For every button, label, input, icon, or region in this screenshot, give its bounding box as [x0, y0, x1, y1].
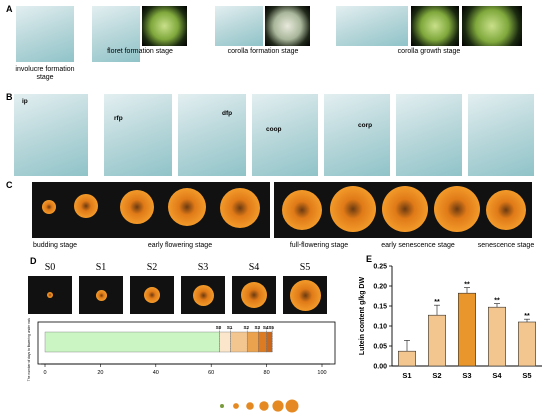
micrograph [324, 94, 390, 176]
micrograph [396, 94, 462, 176]
micrograph [104, 94, 172, 176]
flower-icon [220, 404, 224, 408]
caption: involucre formation stage [15, 66, 75, 81]
significance: ** [524, 313, 530, 320]
x-tick-label: S4 [492, 371, 502, 380]
x-tick-label: 100 [317, 370, 326, 376]
micrograph [336, 6, 408, 46]
x-tick-label: S2 [432, 371, 441, 380]
stage-span [247, 331, 259, 353]
photo [28, 276, 72, 314]
photo-strip [274, 182, 532, 238]
photo [130, 276, 174, 314]
x-tick-label: 40 [153, 370, 159, 376]
stage-marker-label: S1 [227, 325, 233, 330]
stage-span [266, 331, 273, 353]
caption: early flowering stage [147, 242, 213, 249]
flower-icon [233, 403, 239, 409]
bar [518, 321, 537, 367]
caption: budding stage [33, 242, 77, 249]
tissue-label: rfp [114, 115, 123, 122]
panel-label: E [366, 254, 373, 264]
x-tick-label: S1 [402, 371, 411, 380]
stage-heading: S4 [248, 262, 260, 273]
stage-marker-label: S0 [216, 325, 222, 330]
photo [79, 276, 123, 314]
tissue-label: dfp [222, 110, 233, 117]
tissue-label: ip [22, 98, 28, 105]
flower-icon [272, 400, 284, 412]
timeline-chart: S0 S1 S2 S3 S4 S5 0 20 40 60 80 100 The number of da… [27, 318, 336, 413]
bar [488, 306, 507, 367]
bar-chart: 0.00 0.05 0.10 0.15 0.20 0.25 Lutein content g… [359, 264, 542, 380]
flower-icon [259, 401, 269, 411]
micrograph [178, 94, 246, 176]
caption: corolla formation stage [227, 48, 299, 55]
y-tick-label: 0.15 [373, 304, 387, 311]
photo [142, 6, 187, 46]
significance: ** [494, 298, 500, 305]
x-tick-label: S3 [462, 371, 471, 380]
caption: early senescence stage [381, 242, 455, 249]
micrograph [92, 6, 140, 62]
y-tick-label: 0.05 [373, 344, 387, 351]
tissue-label: corp [358, 122, 373, 129]
photo-strip [32, 182, 270, 238]
x-tick-label: 0 [43, 370, 46, 376]
significance: ** [434, 299, 440, 306]
significance: ** [464, 282, 470, 289]
y-axis-label: Lutein content g/kg DW [359, 277, 366, 356]
caption: full-flowering stage [289, 242, 349, 249]
stage-heading: S0 [44, 262, 56, 273]
caption: corolla growth stage [397, 48, 461, 55]
stage-span [258, 331, 267, 353]
panel-label: D [30, 256, 37, 266]
micrograph [468, 94, 534, 176]
photo [232, 276, 276, 314]
caption: senescence stage [477, 242, 535, 249]
micrograph [14, 94, 88, 176]
photo [411, 6, 459, 46]
micrograph [16, 6, 74, 62]
stage-heading: S2 [146, 262, 158, 273]
photo [181, 276, 225, 314]
y-axis-label: The number of days to flowering under na… [27, 318, 31, 381]
stage-span [219, 331, 231, 353]
flower-icon [246, 402, 254, 410]
tissue-label: coop [266, 126, 282, 133]
stage-heading: S5 [299, 262, 311, 273]
x-tick-label: S5 [522, 371, 531, 380]
stage-marker-label: S5 [268, 325, 274, 330]
x-tick-label: 60 [208, 370, 214, 376]
flower-icon [285, 399, 299, 413]
bar [458, 292, 477, 367]
bar [428, 314, 447, 367]
caption: floret formation stage [107, 48, 173, 55]
stage-marker-label: S4 [263, 325, 269, 330]
photo [462, 6, 522, 46]
stage-marker-label: S2 [243, 325, 249, 330]
stage-span [44, 331, 220, 353]
y-tick-label: 0.25 [373, 264, 387, 271]
y-tick-label: 0.20 [373, 284, 387, 291]
micrograph [215, 6, 263, 46]
panel-label: A [6, 4, 13, 14]
panel-label: C [6, 180, 13, 190]
stage-span [230, 331, 248, 353]
stage-marker-label: S3 [255, 325, 261, 330]
stage-heading: S1 [95, 262, 107, 273]
photo [283, 276, 327, 314]
photo [265, 6, 310, 46]
stage-heading: S3 [197, 262, 209, 273]
y-tick-label: 0.10 [373, 324, 387, 331]
bar [397, 350, 416, 367]
x-tick-label: 80 [264, 370, 270, 376]
panel-label: B [6, 92, 13, 102]
y-tick-label: 0.00 [373, 364, 387, 371]
micrograph [252, 94, 318, 176]
x-tick-label: 20 [97, 370, 103, 376]
